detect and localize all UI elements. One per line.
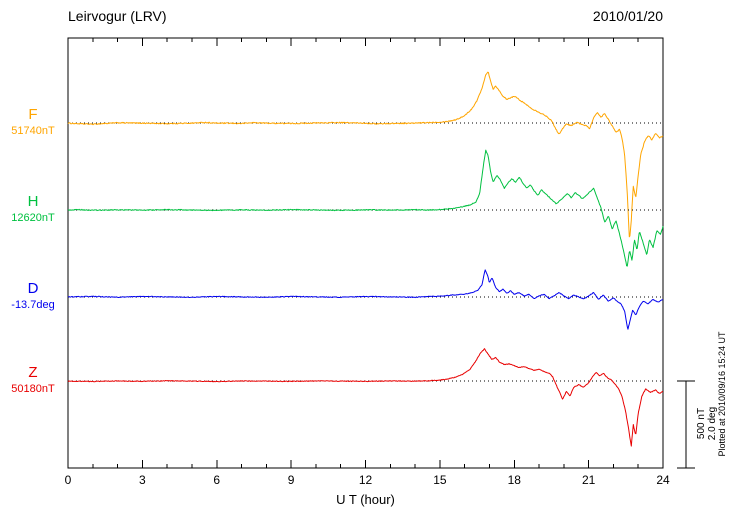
- station-title: Leirvogur (LRV): [68, 8, 167, 24]
- series-baseline-value-D: -13.7deg: [11, 298, 55, 311]
- x-axis-title: U T (hour): [336, 492, 395, 507]
- series-label-H: H 12620nT: [2, 193, 64, 225]
- series-letter-F: F: [28, 106, 38, 124]
- x-tick-label-15: 15: [433, 473, 447, 487]
- trace-D: [67, 269, 664, 330]
- series-baseline-value-Z: 50180nT: [11, 383, 55, 396]
- x-tick-label-24: 24: [656, 473, 670, 487]
- trace-H: [67, 149, 664, 267]
- series-baseline-value-F: 51740nT: [11, 125, 55, 138]
- scale-bar-label: 500 nT 2.0 deg: [696, 380, 718, 467]
- x-tick-label-6: 6: [213, 473, 221, 487]
- series-label-F: F 51740nT: [2, 106, 64, 138]
- x-tick-label-21: 21: [581, 473, 596, 487]
- series-baseline-value-H: 12620nT: [11, 212, 55, 224]
- plotted-at-note: Plotted at 2010/09/16 15:24 UT: [717, 331, 727, 457]
- series-letter-Z: Z: [28, 364, 38, 382]
- x-tick-label-3: 3: [139, 473, 146, 487]
- series-letter-H: H: [27, 193, 39, 210]
- trace-Z: [67, 348, 664, 447]
- x-tick-label-12: 12: [358, 473, 373, 487]
- x-tick-label-18: 18: [507, 473, 521, 487]
- series-letter-D: D: [27, 279, 39, 297]
- plot-date: 2010/01/20: [592, 8, 663, 24]
- x-tick-label-0: 0: [64, 473, 72, 487]
- plot-frame: [67, 37, 664, 469]
- scale-bar-nt: 500 nT: [696, 407, 707, 440]
- trace-F: [67, 71, 664, 238]
- series-label-Z: Z 50180nT: [2, 364, 64, 396]
- series-label-D: D -13.7deg: [2, 279, 64, 311]
- x-tick-label-9: 9: [287, 473, 295, 487]
